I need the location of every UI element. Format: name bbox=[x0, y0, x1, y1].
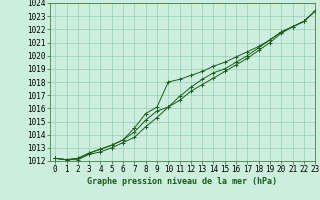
X-axis label: Graphe pression niveau de la mer (hPa): Graphe pression niveau de la mer (hPa) bbox=[87, 177, 277, 186]
